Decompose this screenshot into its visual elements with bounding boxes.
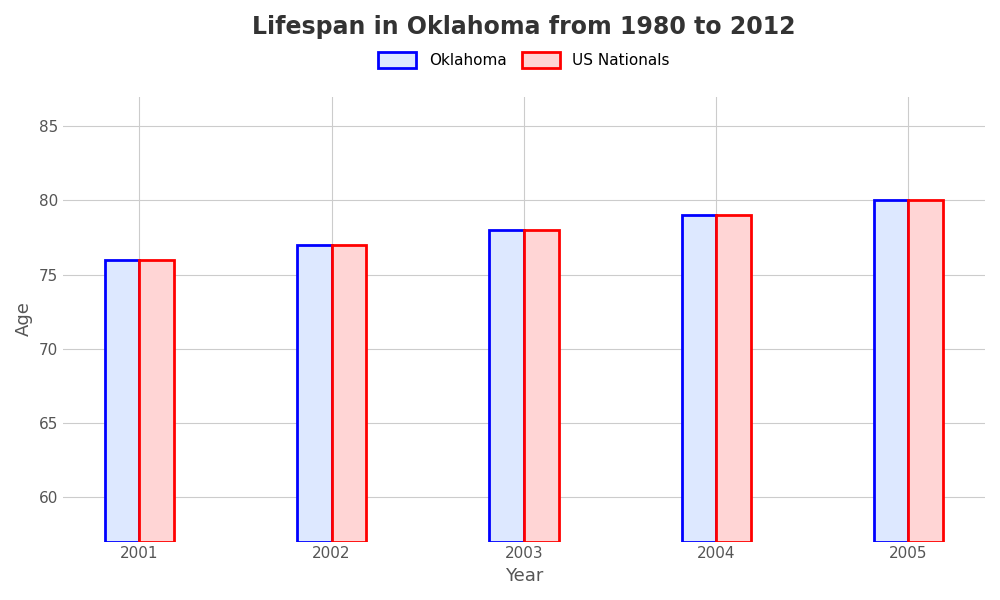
Bar [682, 215, 716, 542]
Bar [297, 245, 332, 542]
Bar [105, 260, 139, 542]
Title: Lifespan in Oklahoma from 1980 to 2012: Lifespan in Oklahoma from 1980 to 2012 [252, 15, 796, 39]
Bar [489, 230, 524, 542]
Bar [332, 245, 366, 542]
Bar [139, 260, 174, 542]
Bar [874, 200, 908, 542]
Y-axis label: Age: Age [15, 302, 33, 337]
Legend: Oklahoma, US Nationals: Oklahoma, US Nationals [372, 46, 676, 74]
Bar [716, 215, 751, 542]
X-axis label: Year: Year [505, 567, 543, 585]
Bar [908, 200, 943, 542]
Bar [524, 230, 559, 542]
